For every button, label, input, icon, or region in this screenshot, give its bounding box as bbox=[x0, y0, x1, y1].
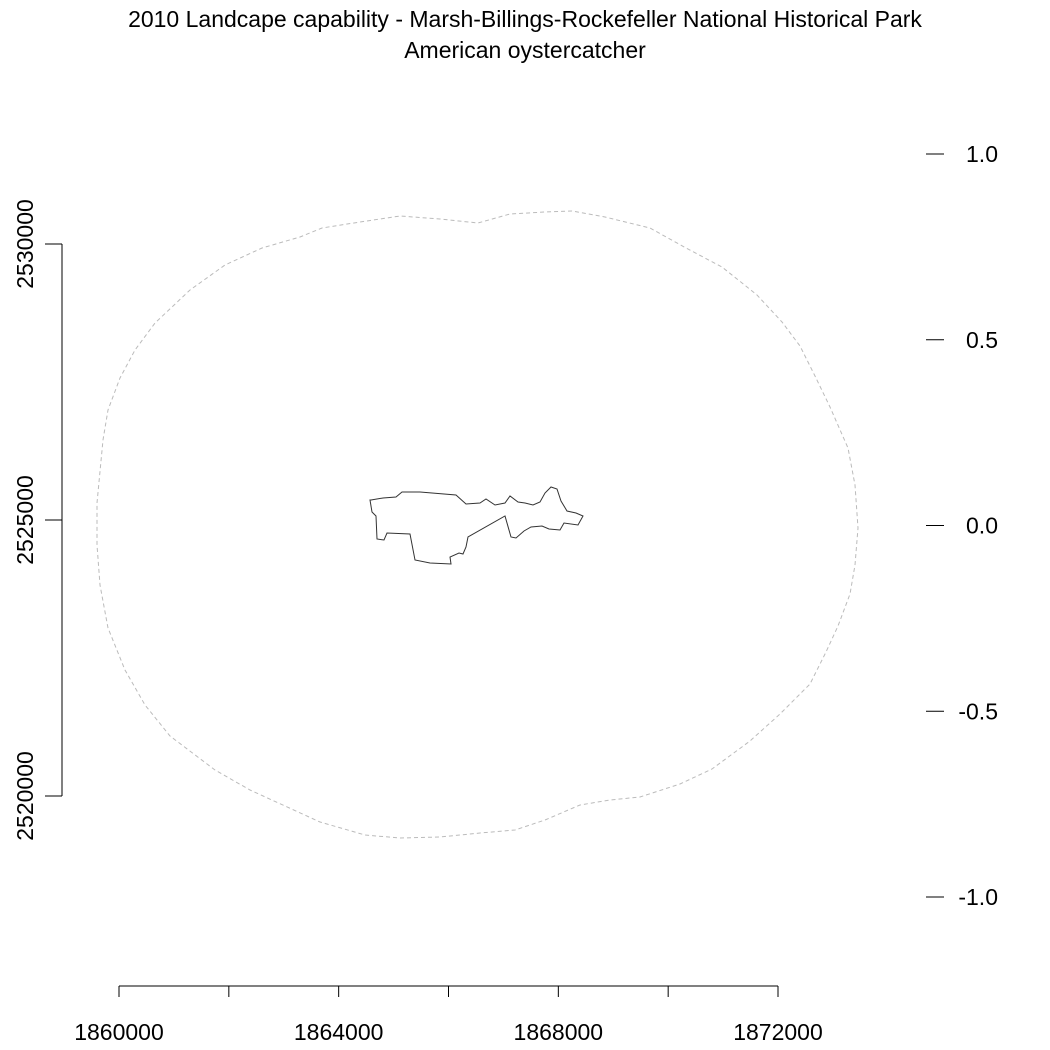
x-axis-tick-label: 1868000 bbox=[514, 1019, 604, 1045]
buffer-boundary bbox=[96, 210, 859, 839]
legend-scale-label: -0.5 bbox=[958, 698, 998, 724]
legend-scale-label: -1.0 bbox=[958, 884, 998, 910]
legend-scale-label: 1.0 bbox=[966, 141, 998, 167]
y-axis: 2520000 2525000 2530000 bbox=[12, 199, 63, 841]
x-axis-tick-label: 1872000 bbox=[733, 1019, 823, 1045]
park-boundary-layer bbox=[369, 486, 584, 565]
park-boundary bbox=[369, 486, 584, 565]
legend-scale-label: 0.5 bbox=[966, 327, 998, 353]
y-axis-tick-label: 2520000 bbox=[12, 751, 38, 841]
y-axis-tick-label: 2530000 bbox=[12, 199, 38, 289]
buffer-boundary-layer bbox=[96, 210, 859, 839]
legend-scale-label: 0.0 bbox=[966, 513, 998, 539]
map-title: 2010 Landcape capability - Marsh-Billing… bbox=[128, 6, 922, 32]
map-subtitle: American oystercatcher bbox=[404, 37, 646, 63]
y-axis-tick-label: 2525000 bbox=[12, 475, 38, 565]
x-axis-tick-label: 1860000 bbox=[74, 1019, 164, 1045]
x-axis: 1860000 1864000 1868000 1872000 bbox=[74, 985, 823, 1045]
x-axis-tick-label: 1864000 bbox=[294, 1019, 384, 1045]
legend-scale-axis: 1.0 0.5 0.0 -0.5 -1.0 bbox=[926, 141, 998, 910]
